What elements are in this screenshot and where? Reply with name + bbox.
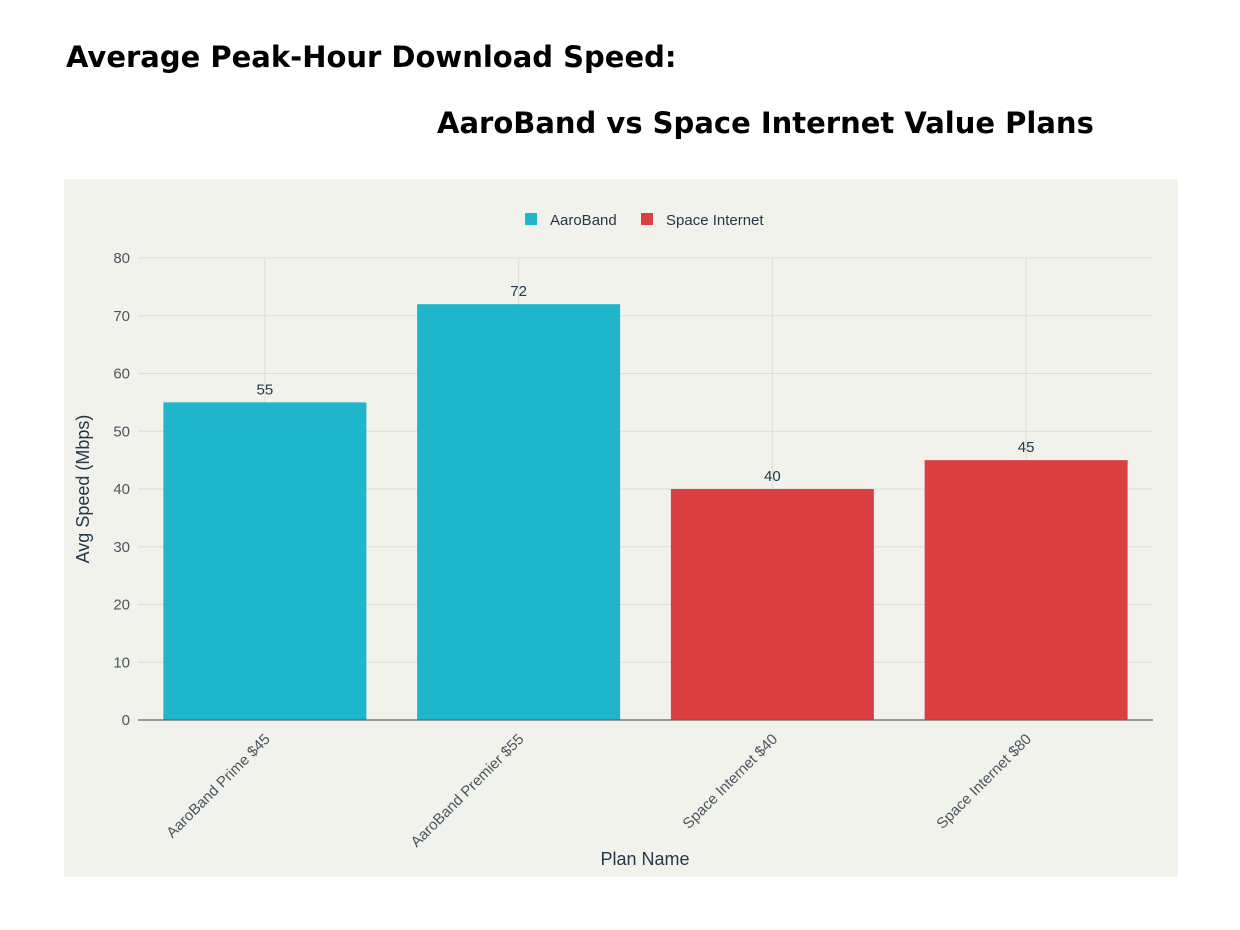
data-label: 45 (1018, 439, 1035, 456)
bar (163, 402, 367, 720)
chart-subtitle: AaroBand vs Space Internet Value Plans (437, 106, 1094, 140)
y-tick-label: 70 (113, 308, 130, 325)
y-tick-label: 50 (113, 423, 130, 440)
bar (670, 489, 874, 720)
y-tick-label: 80 (113, 250, 130, 267)
bars-layer: 55 72 40 45 (163, 283, 1128, 720)
data-label: 40 (764, 468, 781, 485)
chart-panel: 55 72 40 45 0 10 20 30 40 50 60 70 80 AaroBand Prime… (64, 179, 1178, 877)
data-label: 72 (510, 283, 527, 300)
x-tick-label: Space Internet $80 (933, 731, 1035, 833)
x-axis-title: Plan Name (600, 849, 689, 869)
data-label: 55 (257, 381, 274, 398)
legend-label: Space Internet (666, 212, 764, 229)
y-tick-label: 40 (113, 481, 130, 498)
legend: AaroBand Space Internet (525, 212, 764, 229)
chart-title: Average Peak-Hour Download Speed: (66, 40, 677, 74)
x-tick-label: AaroBand Premier $55 (408, 731, 528, 851)
y-tick-label: 0 (122, 712, 130, 729)
bar (417, 304, 621, 720)
x-tick-label: Space Internet $40 (680, 731, 782, 833)
y-tick-label: 20 (113, 597, 130, 614)
y-tick-label: 30 (113, 539, 130, 556)
bar-chart: 55 72 40 45 0 10 20 30 40 50 60 70 80 AaroBand Prime… (73, 212, 1153, 869)
y-tick-label: 10 (113, 654, 130, 671)
bar (924, 460, 1128, 720)
x-tick-label: AaroBand Prime $45 (163, 731, 273, 841)
legend-label: AaroBand (550, 212, 617, 229)
y-axis-title: Avg Speed (Mbps) (73, 415, 93, 564)
y-tick-label: 60 (113, 366, 130, 383)
legend-swatch (525, 213, 537, 225)
legend-swatch (641, 213, 653, 225)
